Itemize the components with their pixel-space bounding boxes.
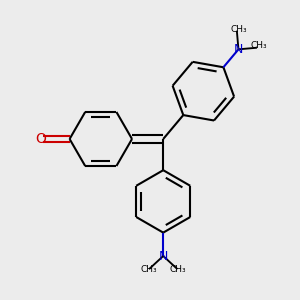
Text: CH₃: CH₃ [141, 265, 157, 274]
Text: O: O [35, 132, 46, 146]
Text: N: N [234, 43, 243, 56]
Text: CH₃: CH₃ [230, 25, 247, 34]
Text: N: N [158, 250, 168, 262]
Text: CH₃: CH₃ [250, 41, 267, 50]
Text: CH₃: CH₃ [169, 265, 186, 274]
